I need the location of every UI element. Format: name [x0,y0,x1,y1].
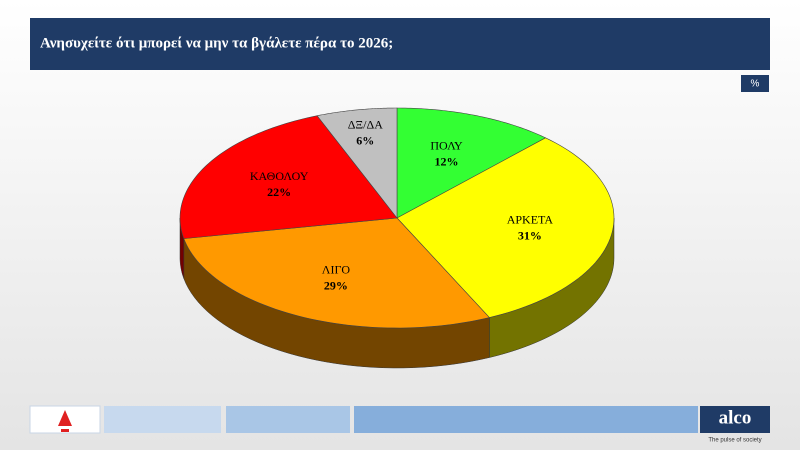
slice [179,115,398,239]
slice-label: ΑΡΚΕΤΑ [507,212,554,226]
slice-label: ΛΙΓΟ [322,263,351,277]
unit-badge [741,75,769,92]
footer-box [104,406,221,433]
slice-value-label: 29% [324,279,348,293]
slice [183,217,490,329]
slice-value-label: 31% [518,228,542,242]
slice-value-label: 6% [356,133,374,147]
header-bar [30,18,770,70]
tagline: The pulse of society [708,438,761,444]
brand-box [700,406,770,433]
slice-value-label: 22% [267,185,291,199]
slice-label: ΚΑΘΟΛΟΥ [250,169,309,183]
slice-value-label: 12% [435,154,459,168]
footer-box [226,406,350,433]
slice-label: ΠΟΛΥ [430,138,463,152]
logo-icon [58,410,72,432]
chart-title: Ανησυχείτε ότι μπορεί να μην τα βγάλετε … [40,35,393,51]
slice-label: ΔΞ/ΔΑ [348,117,383,131]
pie: ΠΟΛΥ 12% ΑΡΚΕΤΑ 31% ΛΙΓΟ 29% ΚΑΘΟΛΟΥ 22% ΔΞ/ΔΑ 6% [179,107,615,369]
footer-box [354,406,698,433]
slice [316,107,398,219]
slice [396,137,615,318]
brand: alco [719,407,752,428]
unit-badge-text: % [751,79,760,90]
slice [396,107,547,219]
